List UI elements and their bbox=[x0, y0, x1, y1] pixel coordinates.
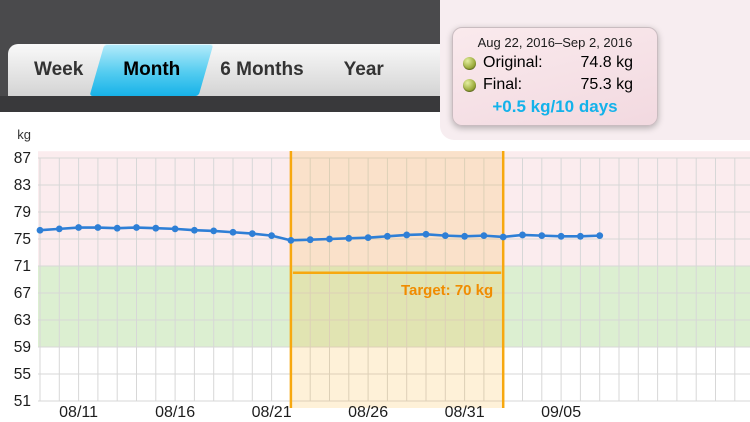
weight-point[interactable] bbox=[519, 231, 526, 239]
y-tick-label: 63 bbox=[14, 312, 31, 329]
healthy-zone bbox=[38, 266, 750, 347]
weight-point[interactable] bbox=[306, 236, 314, 244]
target-label: Target: 70 kg bbox=[401, 282, 493, 299]
summary-tooltip: Aug 22, 2016–Sep 2, 2016 Original: 74.8 … bbox=[452, 27, 658, 126]
weight-chart[interactable]: Target: 70 kg kg 87 83 79 75 71 67 63 59 55 51 08/11… bbox=[0, 112, 750, 422]
final-value: 75.3 kg bbox=[580, 76, 633, 93]
weight-point[interactable] bbox=[75, 224, 82, 231]
weight-point[interactable] bbox=[345, 234, 353, 242]
weight-point[interactable] bbox=[538, 232, 546, 240]
weight-point[interactable] bbox=[364, 234, 372, 242]
x-tick-label: 08/11 bbox=[59, 404, 98, 421]
tab-week[interactable]: Week bbox=[34, 59, 84, 80]
range-tabbar: Week Month 6 Months Year bbox=[8, 44, 462, 96]
tooltip-original-row: Original: 74.8 kg bbox=[463, 54, 647, 72]
weight-point[interactable] bbox=[36, 226, 44, 234]
y-tick-label: 59 bbox=[14, 339, 31, 356]
weight-point[interactable] bbox=[441, 232, 449, 240]
original-label: Original: bbox=[483, 54, 543, 71]
weight-point[interactable] bbox=[248, 230, 256, 237]
weight-point[interactable] bbox=[461, 232, 468, 240]
weight-point[interactable] bbox=[268, 232, 275, 240]
x-tick-label: 08/26 bbox=[348, 404, 388, 421]
y-tick-label: 87 bbox=[14, 150, 31, 167]
upper-zone bbox=[38, 151, 750, 266]
weight-point[interactable] bbox=[94, 224, 102, 231]
tooltip-final-row: Final: 75.3 kg bbox=[463, 76, 647, 94]
tab-year[interactable]: Year bbox=[343, 59, 384, 80]
y-tick-label: 67 bbox=[14, 285, 31, 302]
weight-point[interactable] bbox=[557, 232, 565, 240]
weight-point[interactable] bbox=[422, 230, 430, 238]
y-tick-label: 71 bbox=[14, 258, 31, 275]
x-tick-label: 08/21 bbox=[252, 404, 292, 421]
weight-point[interactable] bbox=[191, 226, 198, 234]
y-tick-label: 83 bbox=[14, 177, 31, 194]
weight-point[interactable] bbox=[384, 232, 391, 240]
final-label: Final: bbox=[483, 76, 523, 93]
weight-point[interactable] bbox=[55, 225, 63, 233]
y-tick-label: 75 bbox=[14, 231, 31, 248]
weight-point[interactable] bbox=[171, 225, 179, 233]
weight-point[interactable] bbox=[152, 224, 160, 232]
weight-point[interactable] bbox=[210, 227, 218, 235]
weight-point[interactable] bbox=[499, 233, 507, 241]
weight-point[interactable] bbox=[596, 232, 604, 240]
weight-point[interactable] bbox=[480, 232, 488, 240]
weight-point[interactable] bbox=[229, 228, 237, 236]
weight-point[interactable] bbox=[287, 236, 295, 244]
weight-point[interactable] bbox=[577, 232, 584, 240]
weight-point[interactable] bbox=[113, 224, 121, 232]
weight-point[interactable] bbox=[133, 224, 140, 231]
tab-month[interactable]: Month bbox=[103, 44, 200, 96]
tooltip-date-range: Aug 22, 2016–Sep 2, 2016 bbox=[477, 35, 633, 50]
tooltip-delta: +0.5 kg/10 days bbox=[492, 97, 618, 116]
weight-point[interactable] bbox=[326, 235, 333, 243]
y-tick-label: 79 bbox=[14, 204, 31, 221]
tab-6-months[interactable]: 6 Months bbox=[220, 59, 304, 80]
weight-point[interactable] bbox=[403, 231, 411, 239]
chart-area: Target: 70 kg kg 87 83 79 75 71 67 63 59 55 51 08/11… bbox=[0, 112, 750, 422]
y-tick-label: 51 bbox=[14, 393, 31, 410]
y-axis-unit-label: kg bbox=[17, 127, 31, 142]
original-value: 74.8 kg bbox=[580, 54, 633, 71]
selection-region[interactable] bbox=[290, 151, 504, 408]
original-bullet-icon bbox=[463, 56, 476, 70]
x-tick-label: 08/31 bbox=[445, 404, 485, 421]
x-tick-label: 09/05 bbox=[541, 404, 581, 421]
x-tick-label: 08/16 bbox=[155, 404, 195, 421]
y-tick-label: 55 bbox=[14, 366, 31, 383]
final-bullet-icon bbox=[463, 78, 476, 92]
